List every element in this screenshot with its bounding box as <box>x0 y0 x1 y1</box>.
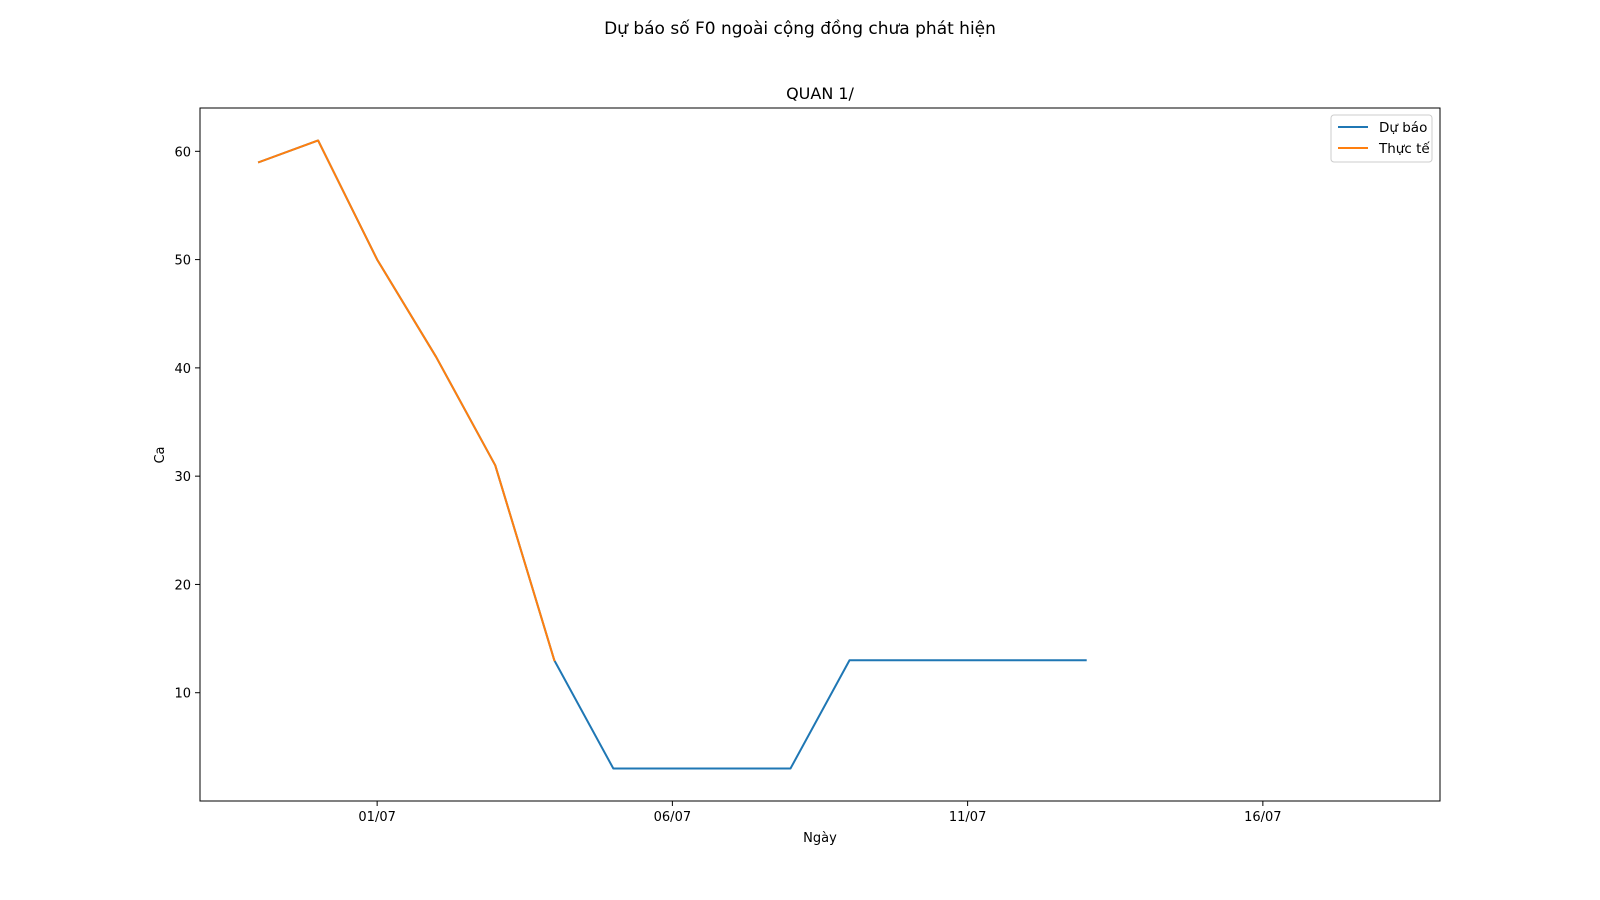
axes-frame <box>199 107 1441 802</box>
series-line-2 <box>257 139 556 662</box>
series-group <box>257 139 1087 770</box>
legend: Dự báo Thực tế <box>1330 114 1433 163</box>
y-tick-label: 40 <box>174 362 191 377</box>
y-tick-label: 30 <box>174 470 191 485</box>
y-axis-label: Ca <box>153 446 168 463</box>
figure-suptitle: Dự báo số F0 ngoài cộng đồng chưa phát h… <box>604 18 996 39</box>
legend-label-1: Dự báo <box>1379 120 1427 136</box>
y-tick-label: 10 <box>174 687 191 702</box>
y-axis-ticks: 10 20 30 40 50 60 <box>174 145 200 702</box>
y-tick-label: 60 <box>174 145 191 160</box>
y-tick-label: 20 <box>174 578 191 593</box>
y-tick-label: 50 <box>174 254 191 269</box>
x-axis-label: Ngày <box>803 831 837 846</box>
plot-area <box>199 107 1441 802</box>
x-tick-label: 06/07 <box>654 810 691 825</box>
chart-title: QUAN 1/ <box>786 84 854 103</box>
x-tick-label: 01/07 <box>358 810 395 825</box>
legend-entries: Dự báo Thực tế <box>1338 120 1430 157</box>
legend-label-2: Thực tế <box>1378 140 1430 157</box>
x-tick-label: 16/07 <box>1244 810 1281 825</box>
x-axis-ticks: 01/07 06/07 11/07 16/07 <box>358 801 1282 825</box>
x-tick-label: 11/07 <box>949 810 986 825</box>
